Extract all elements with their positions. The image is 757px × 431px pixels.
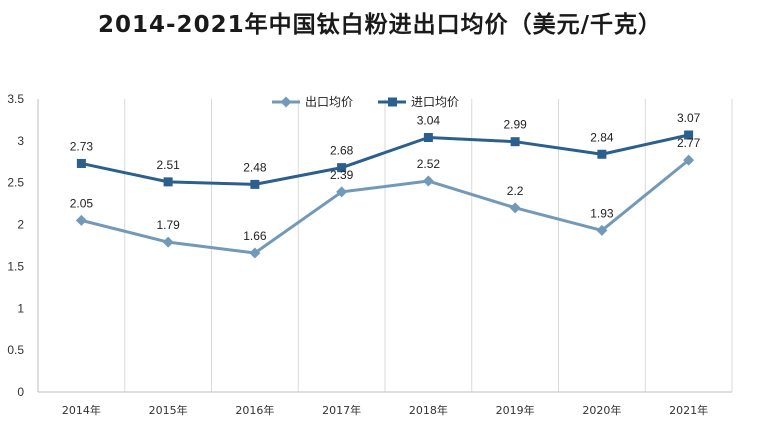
data-point-marker [336, 186, 348, 198]
legend-label: 出口均价 [305, 95, 353, 109]
data-label: 2.68 [330, 144, 354, 158]
series-line-0 [81, 158, 690, 255]
x-tick-label: 2018年 [409, 403, 448, 417]
data-label: 1.79 [156, 218, 180, 232]
x-tick-label: 2016年 [235, 403, 274, 417]
data-label: 2.2 [507, 184, 524, 198]
data-label: 1.93 [590, 206, 614, 220]
data-point-marker [163, 177, 173, 187]
data-point-marker [250, 179, 260, 189]
data-point-marker [422, 175, 434, 187]
y-tick-labels: 0 0.5 1 1.5 2 2.5 3 3.5 [7, 92, 24, 399]
data-label: 2.39 [330, 168, 354, 182]
data-point-marker [510, 137, 520, 147]
y-tick-label: 1 [17, 301, 24, 315]
series-group [75, 130, 695, 259]
y-tick-label: 2.5 [7, 176, 24, 190]
legend-marker [388, 97, 397, 107]
y-tick-label: 0 [17, 385, 24, 399]
grid-lines [124, 99, 646, 392]
data-label: 2.99 [503, 118, 527, 132]
data-label: 3.07 [677, 111, 701, 125]
data-point-marker [249, 247, 261, 259]
x-tick-label: 2015年 [149, 403, 188, 417]
x-tick-label: 2017年 [322, 403, 361, 417]
x-tick-label: 2021年 [669, 403, 708, 417]
chart-title: 2014-2021年中国钛白粉进出口均价（美元/千克） [98, 12, 662, 38]
data-label: 2.05 [70, 196, 94, 210]
series-line-1 [81, 133, 689, 186]
data-label: 3.04 [417, 114, 441, 128]
y-tick-label: 0.5 [7, 343, 24, 357]
data-point-marker [597, 149, 607, 159]
data-point-marker [509, 202, 521, 214]
data-label: 2.84 [590, 130, 614, 144]
data-point-marker [76, 158, 86, 168]
y-tick-label: 2 [17, 218, 24, 232]
y-tick-label: 3.5 [7, 92, 24, 106]
legend-marker [280, 96, 292, 108]
x-tick-labels: 2014年 2015年 2016年 2017年 2018年 2019年 2020年 2021年 [62, 403, 708, 417]
data-point-marker [337, 163, 347, 173]
data-label: 2.52 [417, 157, 441, 171]
x-tick-label: 2020年 [582, 403, 621, 417]
data-label: 2.48 [243, 160, 267, 174]
data-point-marker [75, 214, 87, 226]
x-tick-label: 2019年 [496, 403, 535, 417]
data-label: 1.66 [243, 229, 267, 243]
legend: 出口均价 进口均价 [272, 95, 459, 109]
data-labels: 2.05 1.79 1.66 2.39 2.52 2.2 1.93 2.77 2.73 2.51 2… [70, 111, 701, 243]
legend-label: 进口均价 [411, 95, 459, 109]
data-point-marker [423, 133, 433, 143]
data-label: 2.73 [70, 139, 94, 153]
data-point-marker [162, 236, 174, 248]
data-label: 2.51 [156, 158, 180, 172]
y-tick-label: 3 [17, 134, 24, 148]
data-point-marker [596, 224, 608, 236]
data-label: 2.77 [677, 136, 701, 150]
data-point-marker [684, 130, 694, 140]
x-tick-label: 2014年 [62, 403, 101, 417]
y-tick-label: 1.5 [7, 259, 24, 273]
data-point-marker [683, 154, 695, 166]
axes [37, 99, 733, 393]
